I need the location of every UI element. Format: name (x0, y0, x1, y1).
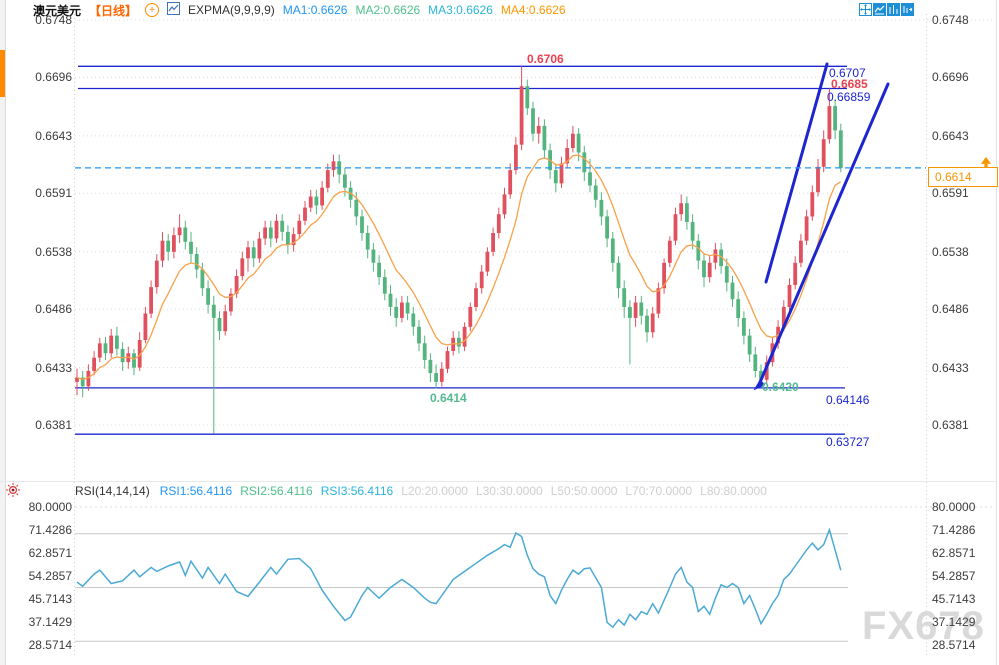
left-scrollbar[interactable] (0, 0, 6, 665)
pane-separator (0, 481, 996, 482)
trendline (756, 82, 890, 389)
left-scrollbar-thumb[interactable] (0, 50, 5, 97)
price-up-arrow (981, 156, 991, 164)
rsi-line (76, 527, 842, 629)
expma-line (76, 154, 842, 380)
watermark: FX678 (862, 604, 985, 648)
trendline (764, 62, 829, 284)
right-border (996, 0, 997, 665)
